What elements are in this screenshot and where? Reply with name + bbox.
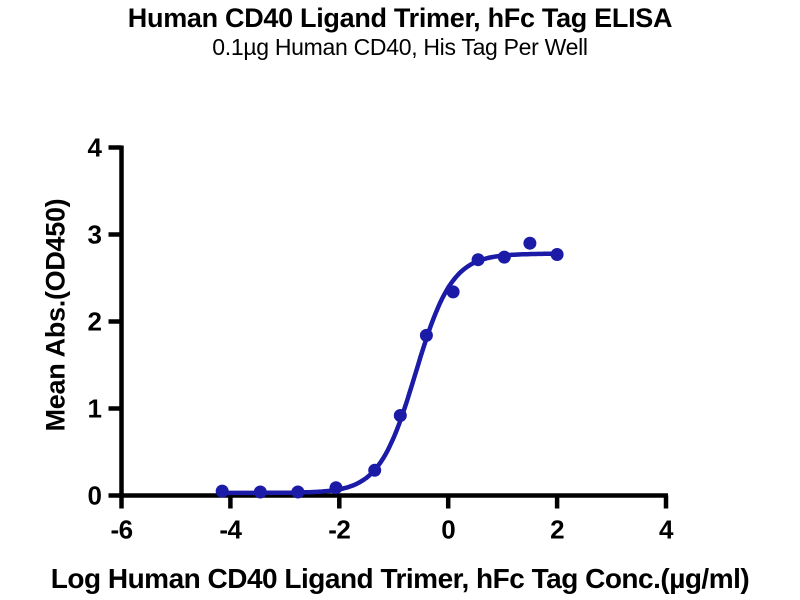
data-point (368, 463, 382, 477)
y-tick-label: 0 (88, 481, 102, 511)
data-point (471, 253, 485, 267)
data-point (393, 409, 407, 422)
fit-curve (219, 251, 560, 496)
data-point (419, 328, 433, 342)
y-tick-label: 4 (88, 133, 103, 163)
chart-title: Human CD40 Ligand Trimer, hFc Tag ELISA (127, 3, 673, 33)
chart-subtitle: 0.1µg Human CD40, His Tag Per Well (212, 34, 588, 60)
data-point (329, 481, 343, 495)
x-axis-label: Log Human CD40 Ligand Trimer, hFc Tag Co… (50, 563, 750, 594)
x-tick-label: -2 (328, 515, 350, 545)
data-point (550, 248, 564, 261)
y-tick-label: 3 (88, 220, 102, 250)
y-tick-label: 2 (88, 307, 102, 337)
x-tick-label: 2 (550, 515, 564, 545)
data-point (523, 236, 537, 250)
x-tick-label: -6 (110, 515, 132, 545)
x-tick-label: -4 (219, 515, 242, 545)
data-point (253, 485, 267, 499)
data-point (446, 285, 460, 299)
x-tick-label: 4 (659, 515, 674, 545)
data-point (215, 484, 229, 498)
x-tick-label: 0 (441, 515, 455, 545)
y-tick-label: 1 (88, 394, 102, 424)
data-point (291, 485, 305, 499)
data-point (497, 250, 511, 264)
